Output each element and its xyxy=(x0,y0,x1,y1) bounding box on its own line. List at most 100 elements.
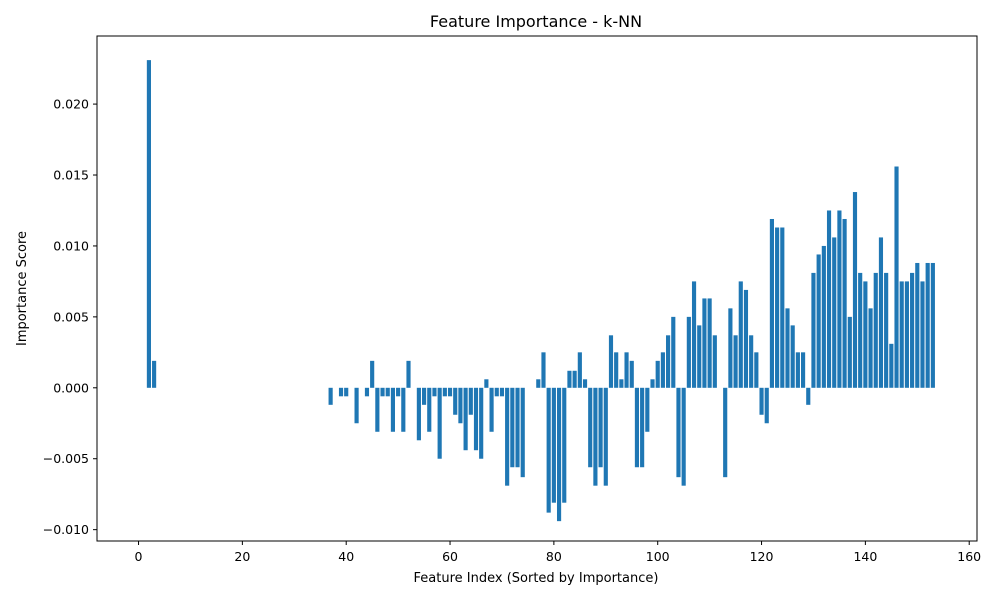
bar-17 xyxy=(427,387,432,432)
bar-88 xyxy=(811,272,816,388)
bar-38 xyxy=(546,387,551,513)
bar-62 xyxy=(671,316,676,388)
x-tick-label: 160 xyxy=(957,549,981,564)
bar-3 xyxy=(338,387,344,397)
bar-104 xyxy=(894,166,899,388)
bar-51 xyxy=(614,352,619,388)
bar-96 xyxy=(852,192,858,388)
bar-67 xyxy=(697,325,702,388)
bar-47 xyxy=(593,387,598,486)
bar-30 xyxy=(494,387,499,397)
bar-93 xyxy=(837,210,842,388)
x-tick-label: 140 xyxy=(853,549,877,564)
bar-13 xyxy=(401,387,406,432)
bar-68 xyxy=(702,298,707,388)
bar-64 xyxy=(681,387,686,486)
x-tick-label: 100 xyxy=(646,549,670,564)
bar-33 xyxy=(510,387,515,468)
bar-94 xyxy=(842,218,847,388)
bar-80 xyxy=(769,218,774,388)
bar-107 xyxy=(910,272,915,388)
bar-86 xyxy=(801,352,806,388)
x-tick-label: 40 xyxy=(338,549,354,564)
bar-84 xyxy=(790,325,795,388)
bar-36 xyxy=(536,379,541,388)
y-tick-label: 0.020 xyxy=(53,97,89,112)
chart-title: Feature Importance - k-NN xyxy=(430,12,642,31)
bar-71 xyxy=(723,387,728,478)
bar-18 xyxy=(432,387,437,397)
bar-60 xyxy=(660,352,665,388)
bar-46 xyxy=(588,387,593,468)
bar-57 xyxy=(645,387,650,432)
bar-59 xyxy=(655,360,660,388)
bar-39 xyxy=(551,387,556,503)
bar-10 xyxy=(385,387,390,397)
bar-56 xyxy=(640,387,645,468)
bar-105 xyxy=(899,281,904,388)
x-tick-label: 0 xyxy=(135,549,143,564)
bar-72 xyxy=(728,308,733,388)
bar-103 xyxy=(889,343,894,388)
bar-90 xyxy=(821,245,826,388)
bar-70 xyxy=(712,335,717,388)
bar-87 xyxy=(806,387,811,405)
bar-16 xyxy=(422,387,427,405)
bar-108 xyxy=(915,262,920,388)
bar-31 xyxy=(499,387,505,397)
x-tick-label: 80 xyxy=(546,549,562,564)
bar-44 xyxy=(577,352,582,388)
bar-4 xyxy=(344,387,349,397)
bars-group xyxy=(146,60,935,522)
x-axis-label: Feature Index (Sorted by Importance) xyxy=(414,571,659,586)
bar-21 xyxy=(447,387,453,397)
bar-92 xyxy=(832,237,837,388)
bar-11 xyxy=(390,387,395,432)
y-tick-label: −0.010 xyxy=(43,522,89,537)
bar-5 xyxy=(354,387,359,424)
bar-15 xyxy=(416,387,421,441)
bar-25 xyxy=(468,387,473,415)
y-tick-label: 0.000 xyxy=(53,380,89,395)
bar-102 xyxy=(884,272,889,388)
bar-83 xyxy=(785,308,790,388)
bar-79 xyxy=(764,387,769,424)
bar-95 xyxy=(847,316,852,388)
y-axis-label: Importance Score xyxy=(15,231,30,346)
bar-32 xyxy=(505,387,510,486)
x-tick-label: 120 xyxy=(750,549,774,564)
bar-41 xyxy=(562,387,567,503)
y-tick-label: 0.010 xyxy=(53,238,89,253)
y-axis-ticks: −0.010 −0.005 0.000 0.005 0.010 0.015 0.020 xyxy=(43,97,97,537)
bar-73 xyxy=(733,335,738,388)
bar-28 xyxy=(484,379,489,388)
bar-48 xyxy=(598,387,603,468)
bar-61 xyxy=(666,335,671,388)
bar-77 xyxy=(754,352,759,388)
bar-1 xyxy=(152,360,157,388)
bar-89 xyxy=(816,254,821,388)
x-tick-label: 20 xyxy=(234,549,250,564)
bar-75 xyxy=(743,289,749,388)
bar-99 xyxy=(868,308,873,388)
bar-97 xyxy=(858,272,863,388)
bar-76 xyxy=(749,335,754,388)
bar-53 xyxy=(624,352,629,388)
bar-43 xyxy=(572,370,577,388)
bar-9 xyxy=(380,387,385,397)
bar-14 xyxy=(406,360,411,388)
bar-69 xyxy=(707,298,712,388)
bar-0 xyxy=(146,60,151,388)
bar-49 xyxy=(603,387,608,486)
bar-74 xyxy=(738,281,743,388)
bar-111 xyxy=(930,262,935,388)
bar-85 xyxy=(795,352,800,388)
bar-20 xyxy=(442,387,447,397)
bar-109 xyxy=(920,281,925,388)
bar-52 xyxy=(619,379,624,388)
bar-54 xyxy=(629,360,634,388)
bar-2 xyxy=(328,387,333,405)
x-tick-label: 60 xyxy=(442,549,458,564)
bar-26 xyxy=(473,387,479,451)
bar-12 xyxy=(396,387,401,397)
